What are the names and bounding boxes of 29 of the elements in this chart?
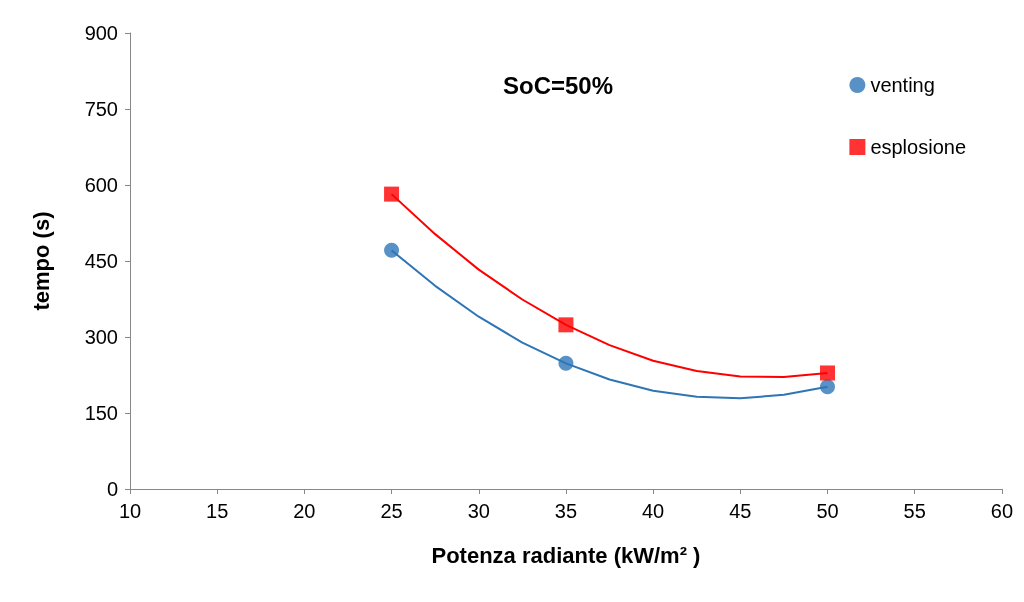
x-tick-label: 20 (293, 500, 316, 522)
x-tick-label: 40 (642, 500, 665, 522)
y-tick-label: 150 (84, 402, 118, 424)
point (558, 317, 574, 333)
text: SoC=50% (503, 71, 614, 99)
y-tick-label: 600 (84, 174, 118, 196)
y-tick-label: 0 (106, 478, 118, 500)
legend-label: esplosione (870, 136, 966, 158)
x-tick-label: 30 (467, 500, 490, 522)
x-tick-label: 45 (729, 500, 752, 522)
y-tick-label: 900 (84, 22, 118, 44)
point (820, 365, 835, 381)
x-tick-label: 10 (118, 500, 142, 522)
x-tick-label: 25 (380, 500, 403, 522)
point (384, 186, 400, 202)
legend-label: venting (870, 74, 935, 96)
x-tick-label: 35 (554, 500, 578, 522)
y-tick-label: 450 (84, 250, 118, 272)
point (558, 355, 574, 371)
x-tick-label: 60 (990, 500, 1013, 522)
y-tick-label: 750 (84, 98, 118, 120)
x-tick-label: 55 (903, 500, 926, 522)
y-axis-title: tempo (s) (28, 211, 54, 311)
x-tick-label: 50 (816, 500, 839, 522)
x-axis-title: Potenza radiante (kW/m² ) (431, 542, 701, 568)
point (384, 242, 400, 258)
point (820, 379, 835, 395)
x-tick-label: 15 (206, 500, 229, 522)
y-tick-label: 300 (84, 326, 118, 348)
